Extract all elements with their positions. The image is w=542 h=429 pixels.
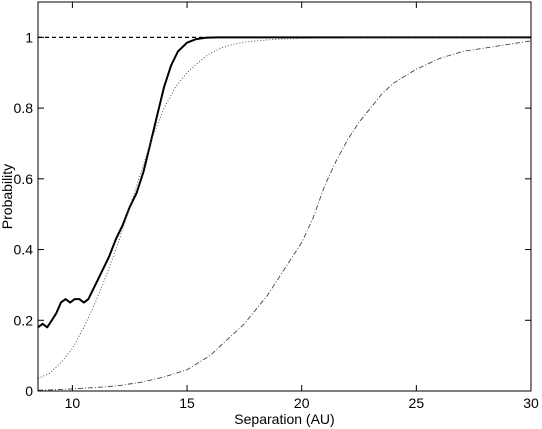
x-axis-label: Separation (AU)	[234, 411, 334, 427]
y-tick-label: 0	[25, 383, 33, 399]
y-tick-label: 0.8	[14, 100, 34, 116]
series-line-2	[37, 36, 531, 329]
plot-frame	[37, 1, 532, 392]
y-tick-label: 0.6	[14, 171, 34, 187]
series-line-3	[37, 36, 531, 380]
x-tick-label: 20	[294, 395, 310, 411]
series-line-4	[37, 40, 532, 391]
x-axis: 10 15 20 25 30	[65, 2, 539, 411]
y-tick-label: 1	[25, 29, 33, 45]
x-tick-label: 10	[65, 395, 81, 411]
y-axis-label: Probability	[0, 164, 15, 229]
y-tick-label: 0.2	[14, 312, 34, 328]
x-tick-label: 25	[409, 395, 425, 411]
x-tick-label: 30	[523, 395, 539, 411]
x-tick-label: 15	[179, 395, 195, 411]
y-axis: 0 0.2 0.4 0.6 0.8 1	[14, 29, 531, 399]
y-tick-label: 0.4	[14, 242, 34, 258]
series-layer	[37, 36, 532, 391]
